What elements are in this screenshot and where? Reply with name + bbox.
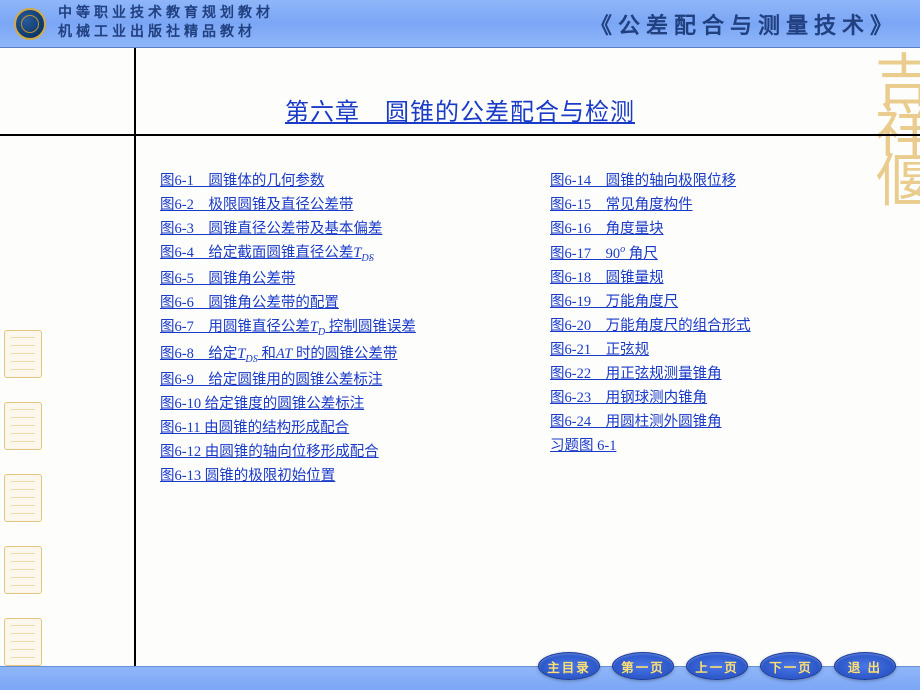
- figure-link-6-21[interactable]: 图6-21 正弦规: [550, 339, 880, 361]
- figure-link-6-3[interactable]: 图6-3 圆锥直径公差带及基本偏差: [160, 218, 490, 240]
- right-column: 图6-14 圆锥的轴向极限位移图6-15 常见角度构件图6-16 角度量块图6-…: [550, 170, 880, 487]
- figure-link-6-13[interactable]: 图6-13 圆锥的极限初始位置: [160, 465, 490, 487]
- nav-buttons: 主目录 第一页 上一页 下一页 退 出: [538, 652, 896, 680]
- figure-link-6-16[interactable]: 图6-16 角度量块: [550, 218, 880, 240]
- figure-link-6-20[interactable]: 图6-20 万能角度尺的组合形式: [550, 315, 880, 337]
- seal-icon: [4, 330, 42, 378]
- figure-link-6-5[interactable]: 图6-5 圆锥角公差带: [160, 268, 490, 290]
- figure-link-6-18[interactable]: 图6-18 圆锥量规: [550, 267, 880, 289]
- figure-link-6-1[interactable]: 图6-1 圆锥体的几何参数: [160, 170, 490, 192]
- first-page-button[interactable]: 第一页: [612, 652, 674, 680]
- logo-icon: [14, 8, 46, 40]
- toc-button[interactable]: 主目录: [538, 652, 600, 680]
- figure-link-6-23[interactable]: 图6-23 用钢球测内锥角: [550, 387, 880, 409]
- figure-link-6-17[interactable]: 图6-17 90o 角尺: [550, 242, 880, 265]
- seal-icon: [4, 546, 42, 594]
- figure-link-6-10[interactable]: 图6-10 给定锥度的圆锥公差标注: [160, 393, 490, 415]
- figure-link-6-9[interactable]: 图6-9 给定圆锥用的圆锥公差标注: [160, 369, 490, 391]
- figure-link-6-14[interactable]: 图6-14 圆锥的轴向极限位移: [550, 170, 880, 192]
- next-page-button[interactable]: 下一页: [760, 652, 822, 680]
- header-subtitle: 中等职业技术教育规划教材 机械工业出版社精品教材: [58, 5, 274, 43]
- vertical-axis: [134, 48, 136, 666]
- exit-button[interactable]: 退 出: [834, 652, 896, 680]
- header-line2: 机械工业出版社精品教材: [58, 24, 274, 43]
- content-area: 图6-1 圆锥体的几何参数图6-2 极限圆锥及直径公差带图6-3 圆锥直径公差带…: [160, 170, 880, 487]
- figure-link-6-15[interactable]: 图6-15 常见角度构件: [550, 194, 880, 216]
- header-bar: 中等职业技术教育规划教材 机械工业出版社精品教材 《公差配合与测量技术》: [0, 0, 920, 48]
- watermark-left: [4, 330, 48, 690]
- seal-icon: [4, 474, 42, 522]
- seal-icon: [4, 618, 42, 666]
- figure-link-6-4[interactable]: 图6-4 给定截面圆锥直径公差TDS: [160, 242, 490, 266]
- prev-page-button[interactable]: 上一页: [686, 652, 748, 680]
- figure-link-6-8[interactable]: 图6-8 给定TDS 和AT 时的圆锥公差带: [160, 343, 490, 367]
- seal-icon: [4, 402, 42, 450]
- figure-link-6-22[interactable]: 图6-22 用正弦规测量锥角: [550, 363, 880, 385]
- chapter-title: 第六章 圆锥的公差配合与检测: [0, 92, 920, 127]
- figure-link-6-7[interactable]: 图6-7 用圆锥直径公差TD 控制圆锥误差: [160, 316, 490, 340]
- figure-link-6-2[interactable]: 图6-2 极限圆锥及直径公差带: [160, 194, 490, 216]
- header-line1: 中等职业技术教育规划教材: [58, 5, 274, 24]
- figure-link-6-11[interactable]: 图6-11 由圆锥的结构形成配合: [160, 417, 490, 439]
- figure-link-ex6-1[interactable]: 习题图 6-1: [550, 435, 880, 457]
- horizontal-axis: [0, 134, 920, 136]
- header-title: 《公差配合与测量技术》: [590, 8, 898, 40]
- figure-link-6-12[interactable]: 图6-12 由圆锥的轴向位移形成配合: [160, 441, 490, 463]
- figure-link-6-6[interactable]: 图6-6 圆锥角公差带的配置: [160, 292, 490, 314]
- figure-link-6-19[interactable]: 图6-19 万能角度尺: [550, 291, 880, 313]
- left-column: 图6-1 圆锥体的几何参数图6-2 极限圆锥及直径公差带图6-3 圆锥直径公差带…: [160, 170, 490, 487]
- figure-link-6-24[interactable]: 图6-24 用圆柱测外圆锥角: [550, 411, 880, 433]
